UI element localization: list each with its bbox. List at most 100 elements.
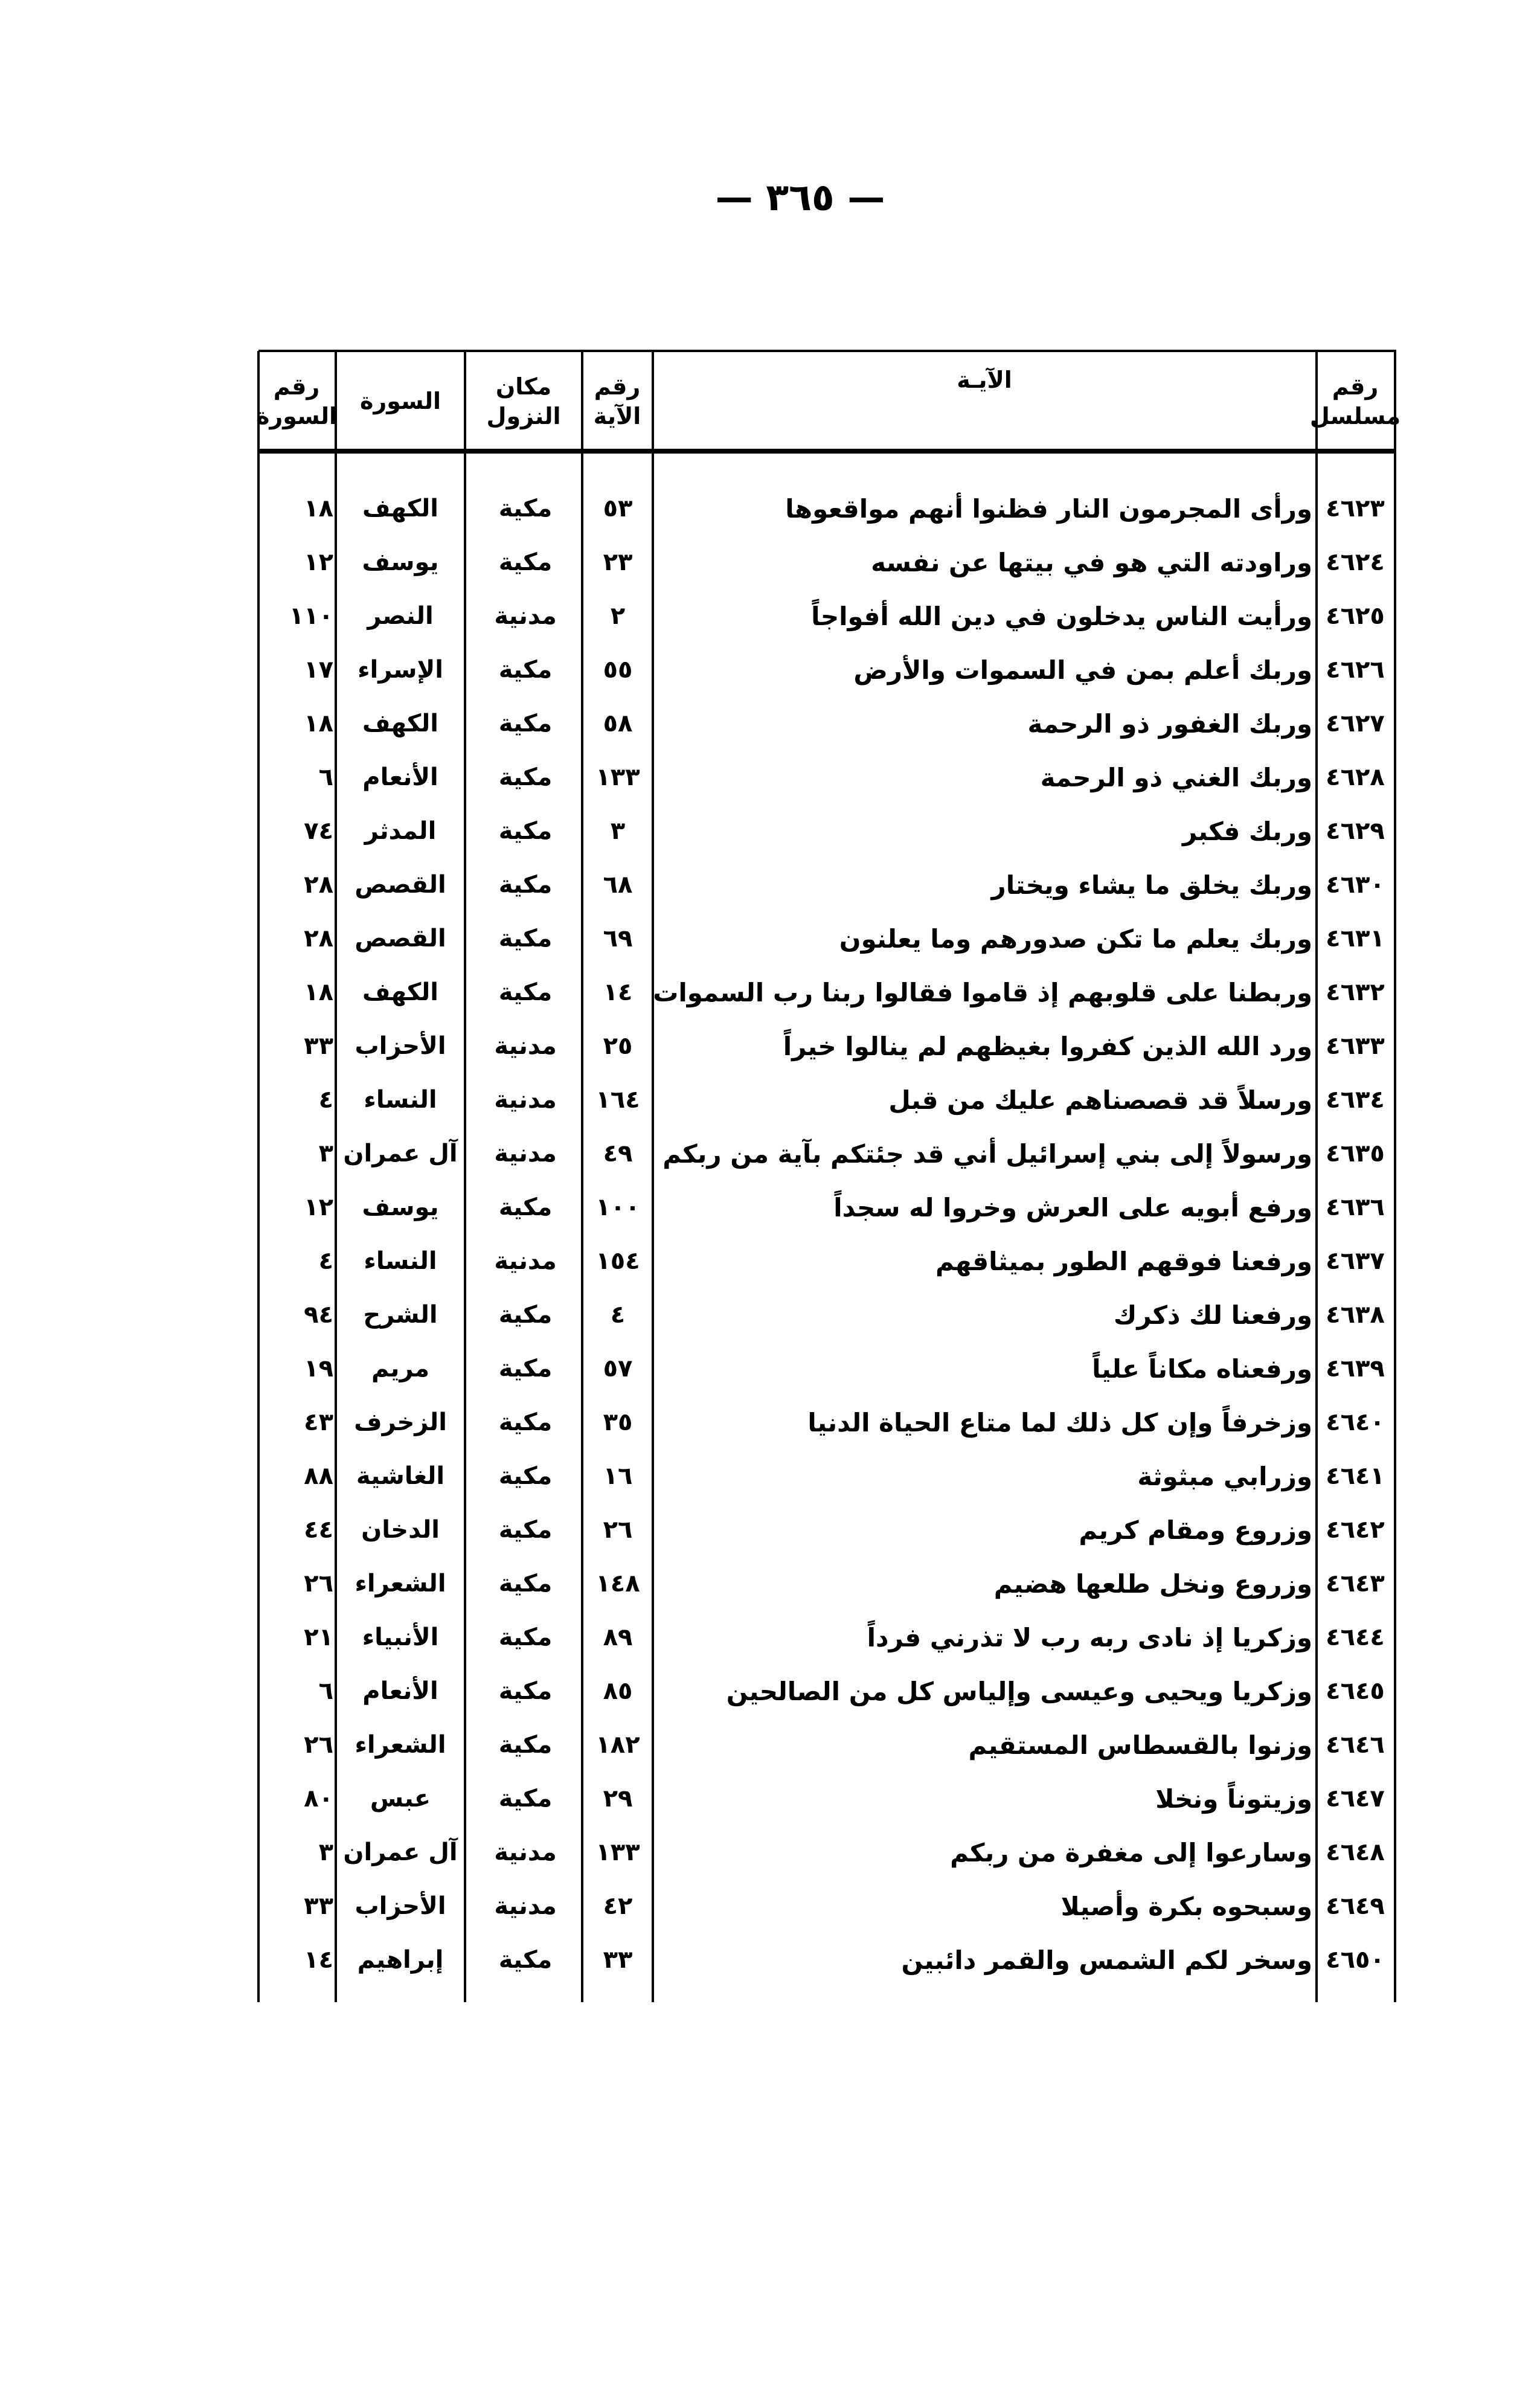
place-cell: مكية [498, 710, 553, 737]
verse-cell: وزنوا بالقسطاس المستقيم [968, 1730, 1312, 1760]
ayah-number-cell: ٨٩ [603, 1623, 633, 1651]
surah-cell: المدثر [364, 817, 437, 845]
serial-cell: ٤٦٣٥ [1326, 1140, 1385, 1167]
verse-cell: ورفع أبويه على العرش وخروا له سجداً [833, 1192, 1312, 1222]
serial-cell: ٤٦٢٦ [1326, 656, 1385, 684]
table-row: ٤٦٤٧ وزيتوناً ونخلا ٢٩ مكية عبس ٨٠ [258, 1774, 1394, 1823]
surah-cell: القصص [355, 925, 446, 952]
surah-cell: الدخان [361, 1516, 440, 1544]
table-row: ٤٦٤٣ وزروع ونخل طلعها هضيم ١٤٨ مكية الشعراء ٢… [258, 1559, 1394, 1608]
table-row: ٤٦٣٣ ورد الله الذين كفروا بغيظهم لم ينالو… [258, 1022, 1394, 1070]
serial-cell: ٤٦٤١ [1326, 1462, 1385, 1490]
table-row: ٤٦٤٤ وزكريا إذ نادى ربه رب لا تذرني فرداً… [258, 1613, 1394, 1662]
place-cell: مكية [498, 1193, 553, 1221]
surah-number-cell: ٣ [318, 1838, 333, 1866]
surah-cell: النساء [364, 1247, 437, 1275]
verse-cell: وربطنا على قلوبهم إذ قاموا فقالوا ربنا ر… [653, 977, 1312, 1007]
header-surah: السورة [359, 388, 441, 415]
serial-cell: ٤٦٣٤ [1326, 1086, 1385, 1114]
place-cell: مكية [498, 1355, 553, 1382]
table-row: ٤٦٤١ وزرابي مبثوثة ١٦ مكية الغاشية ٨٨ [258, 1452, 1394, 1500]
header-verse: الآيـة [957, 367, 1012, 393]
table-row: ٤٦٣٦ ورفع أبويه على العرش وخروا له سجداً ١… [258, 1183, 1394, 1232]
table-row: ٤٦٥٠ وسخر لكم الشمس والقمر دائبين ٣٣ مكية إب… [258, 1936, 1394, 1984]
serial-cell: ٤٦٣٣ [1326, 1032, 1385, 1060]
surah-number-cell: ٢٨ [304, 925, 333, 952]
verse-cell: وسبحوه بكرة وأصيلا [1060, 1891, 1312, 1921]
ayah-number-cell: ٤ [610, 1301, 626, 1329]
table-row: ٤٦٣٨ ورفعنا لك ذكرك ٤ مكية الشرح ٩٤ [258, 1291, 1394, 1339]
ayah-number-cell: ١٣٣ [595, 763, 640, 791]
ayah-number-cell: ٢ [610, 602, 626, 630]
serial-cell: ٤٦٤٦ [1326, 1731, 1385, 1759]
place-cell: مكية [498, 1462, 553, 1490]
surah-cell: الشعراء [355, 1570, 446, 1598]
surah-number-cell: ٦ [318, 763, 333, 791]
place-cell: مكية [498, 548, 553, 576]
serial-cell: ٤٦٥٠ [1326, 1946, 1385, 1974]
place-cell: مكية [498, 1301, 553, 1329]
surah-number-cell: ١١٠ [289, 602, 333, 630]
surah-cell: الأنعام [362, 1677, 438, 1705]
ayah-number-cell: ١٤ [603, 978, 633, 1006]
serial-cell: ٤٦٤٢ [1326, 1516, 1385, 1544]
ayah-number-cell: ١٨٢ [595, 1731, 640, 1759]
surah-cell: يوسف [362, 1193, 439, 1221]
column-divider [335, 351, 337, 2002]
column-divider [257, 351, 260, 2002]
surah-number-cell: ٤ [318, 1086, 333, 1114]
surah-number-cell: ١٢ [304, 1193, 333, 1221]
verse-cell: ورفعنا لك ذكرك [1113, 1300, 1312, 1330]
surah-number-cell: ١٨ [304, 495, 333, 522]
surah-cell: القصص [355, 871, 446, 899]
place-cell: مكية [498, 1623, 553, 1651]
verse-cell: وربك الغني ذو الرحمة [1040, 762, 1312, 792]
surah-number-cell: ١٧ [304, 656, 333, 684]
column-divider [1394, 351, 1396, 2002]
serial-cell: ٤٦٤٧ [1326, 1785, 1385, 1813]
surah-cell: النصر [367, 602, 434, 630]
table-row: ٤٦٣٠ وربك يخلق ما يشاء ويختار ٦٨ مكية القصص ٢… [258, 861, 1394, 909]
place-cell: مكية [498, 925, 553, 952]
surah-number-cell: ٢٦ [304, 1570, 333, 1598]
verse-cell: وزخرفاً وإن كل ذلك لما متاع الحياة الدني… [807, 1407, 1312, 1437]
place-cell: مكية [498, 1570, 553, 1598]
verse-cell: وسخر لكم الشمس والقمر دائبين [901, 1945, 1312, 1975]
place-cell: مدنية [494, 1032, 557, 1060]
surah-cell: الأحزاب [355, 1892, 446, 1920]
ayah-number-cell: ٣٣ [603, 1946, 633, 1974]
table-row: ٤٦٤٨ وسارعوا إلى مغفرة من ربكم ١٣٣ مدنية آل … [258, 1828, 1394, 1877]
ayah-number-cell: ١٦ [603, 1462, 633, 1490]
header-place: مكان النزول [486, 373, 561, 429]
verse-cell: وزكريا إذ نادى ربه رب لا تذرني فرداً [867, 1622, 1312, 1652]
serial-cell: ٤٦٣٢ [1326, 978, 1385, 1006]
ayah-number-cell: ٤٢ [603, 1892, 633, 1920]
surah-cell: آل عمران [343, 1140, 458, 1167]
ayah-number-cell: ٥٣ [603, 495, 633, 522]
verse-cell: ورد الله الذين كفروا بغيظهم لم ينالوا خي… [783, 1031, 1312, 1061]
verse-cell: وزرابي مبثوثة [1137, 1461, 1312, 1491]
serial-cell: ٤٦٣٩ [1326, 1355, 1385, 1382]
table-row: ٤٦٢٥ ورأيت الناس يدخلون في دين الله أفواج… [258, 592, 1394, 640]
surah-number-cell: ١٨ [304, 978, 333, 1006]
table-row: ٤٦٤٠ وزخرفاً وإن كل ذلك لما متاع الحياة ا… [258, 1398, 1394, 1447]
place-cell: مكية [498, 978, 553, 1006]
surah-cell: عبس [370, 1785, 431, 1813]
serial-cell: ٤٦٢٣ [1326, 495, 1385, 522]
table-row: ٤٦٤٢ وزروع ومقام كريم ٢٦ مكية الدخان ٤٤ [258, 1506, 1394, 1554]
verse-cell: وسارعوا إلى مغفرة من ربكم [950, 1837, 1312, 1867]
verse-cell: وربك يعلم ما تكن صدورهم وما يعلنون [839, 923, 1312, 954]
serial-cell: ٤٦٣٧ [1326, 1247, 1385, 1275]
surah-number-cell: ٨٨ [304, 1462, 333, 1490]
ayah-number-cell: ٢٥ [603, 1032, 633, 1060]
ayah-number-cell: ٦٩ [603, 925, 633, 952]
surah-number-cell: ١٩ [304, 1355, 333, 1382]
table-top-rule [258, 350, 1396, 352]
header-ayah-number: رقم الآية [593, 373, 641, 429]
ayah-number-cell: ١٦٤ [595, 1086, 640, 1114]
serial-cell: ٤٦٢٧ [1326, 710, 1385, 737]
verse-cell: وزيتوناً ونخلا [1155, 1784, 1312, 1814]
ayah-number-cell: ٢٦ [603, 1516, 633, 1544]
surah-number-cell: ٤٣ [304, 1408, 333, 1436]
page-number: — ٣٦٥ — [715, 175, 885, 219]
